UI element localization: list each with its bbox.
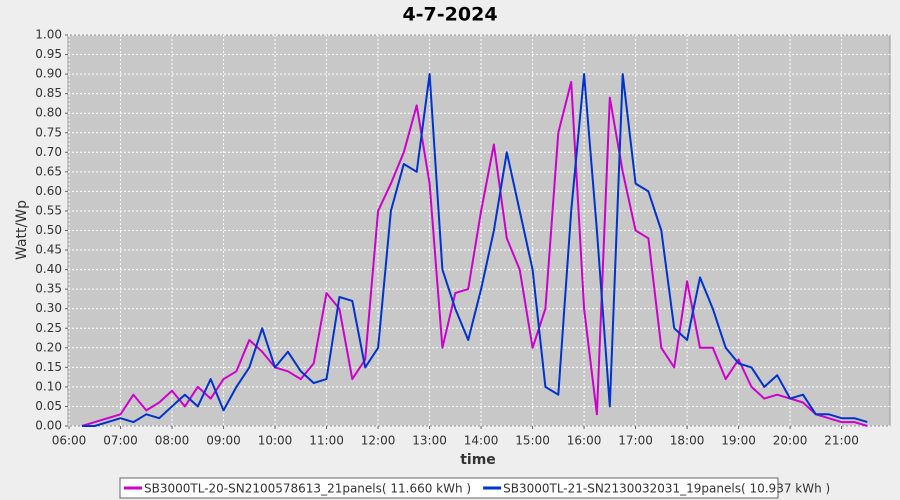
y-tick-label: 0.80 [35,106,62,120]
x-tick-label: 09:00 [206,434,241,448]
x-tick-label: 13:00 [412,434,447,448]
y-tick-label: 0.90 [35,67,62,81]
x-tick-label: 12:00 [361,434,396,448]
y-tick-label: 0.20 [35,340,62,354]
y-tick-label: 0.25 [35,321,62,335]
x-tick-label: 08:00 [155,434,190,448]
chart-title: 4-7-2024 [402,4,497,26]
y-tick-label: 0.30 [35,301,62,315]
legend-entry: SB3000TL-20-SN2100578613_21panels( 11.66… [144,482,471,496]
plot-area [67,34,891,427]
y-tick-label: 0.15 [35,360,62,374]
x-tick-label: 16:00 [567,434,602,448]
y-tick-label: 0.65 [35,164,62,178]
x-tick-label: 11:00 [309,434,344,448]
y-axis-label: Watt/Wp [14,200,30,260]
x-tick-label: 14:00 [464,434,499,448]
y-tick-label: 0.85 [35,86,62,100]
x-tick-label: 06:00 [52,434,87,448]
y-tick-label: 0.50 [35,223,62,237]
y-tick-label: 0.60 [35,184,62,198]
y-tick-label: 0.45 [35,243,62,257]
x-tick-label: 07:00 [103,434,138,448]
y-tick-label: 1.00 [35,28,62,42]
x-tick-label: 18:00 [670,434,705,448]
y-tick-label: 0.05 [35,399,62,413]
y-tick-label: 0.10 [35,379,62,393]
x-axis-label: time [460,452,496,468]
x-tick-label: 10:00 [258,434,293,448]
legend-entry: SB3000TL-21-SN2130032031_19panels( 10.93… [503,482,830,496]
x-tick-label: 20:00 [773,434,808,448]
series-line [81,80,868,427]
legend-box [119,477,779,499]
y-tick-label: 0.75 [35,125,62,139]
x-tick-label: 17:00 [618,434,653,448]
x-tick-label: 21:00 [824,434,859,448]
x-tick-label: 15:00 [515,434,550,448]
y-tick-label: 0.70 [35,145,62,159]
series-line [81,73,868,427]
x-tick-label: 19:00 [721,434,756,448]
y-tick-label: 0.35 [35,282,62,296]
y-tick-label: 0.40 [35,262,62,276]
y-tick-label: 0.00 [35,419,62,433]
y-tick-label: 0.55 [35,203,62,217]
y-tick-label: 0.95 [35,47,62,61]
